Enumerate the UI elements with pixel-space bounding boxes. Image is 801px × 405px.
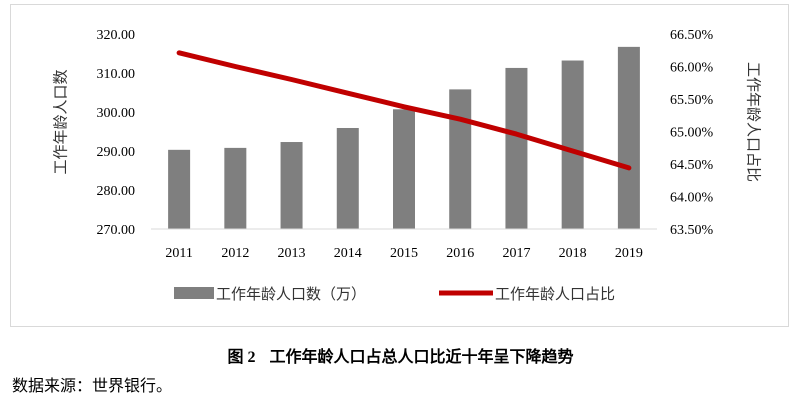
x-tick-label: 2016	[446, 246, 474, 261]
x-tick-label: 2011	[165, 246, 192, 261]
figure-caption-text: 工作年龄人口占总人口比近十年呈下降趋势	[269, 347, 574, 366]
left-tick-label: 290.00	[97, 145, 136, 160]
figure-caption: 图 2 工作年龄人口占总人口比近十年呈下降趋势	[0, 343, 801, 367]
bar-2019	[617, 46, 640, 230]
bar-2017	[505, 67, 528, 230]
right-tick-label: 65.00%	[670, 126, 714, 141]
bar-2018	[561, 60, 584, 229]
right-tick-label: 65.50%	[670, 93, 714, 108]
right-tick-label: 64.00%	[670, 191, 714, 206]
left-tick-label: 280.00	[97, 184, 136, 199]
figure-number: 图 2	[227, 349, 256, 366]
chart-svg: 270.00 280.00 290.00 300.00 310.00 320.00 63.…	[52, 28, 763, 303]
x-tick-label: 2012	[221, 246, 249, 261]
x-tick-label: 2018	[559, 246, 587, 261]
bar-series	[168, 46, 640, 230]
right-tick-label: 64.50%	[670, 158, 714, 173]
x-axis-ticks: 2011 2012 2013 2014 2015 2016 2017 2018 2019	[165, 246, 643, 261]
right-tick-label: 66.00%	[670, 61, 714, 76]
legend-bar-swatch	[174, 287, 214, 299]
x-tick-label: 2013	[278, 246, 306, 261]
right-axis-title: 工作年龄人口占比	[745, 62, 763, 182]
legend: 工作年龄人口数（万） 工作年龄人口占比	[174, 285, 615, 303]
x-tick-label: 2014	[334, 246, 362, 261]
chart-frame: 270.00 280.00 290.00 300.00 310.00 320.00 63.…	[10, 4, 789, 327]
bar-2013	[280, 142, 303, 229]
bar-2011	[168, 149, 191, 229]
data-source-note: 数据来源：世界银行。	[12, 376, 173, 395]
x-tick-label: 2017	[502, 246, 530, 261]
right-tick-label: 63.50%	[670, 223, 714, 238]
line-series	[176, 50, 632, 171]
left-tick-label: 310.00	[97, 67, 136, 82]
right-axis-ticks: 63.50% 64.00% 64.50% 65.00% 65.50% 66.00% 66.5…	[670, 28, 714, 238]
bar-2014	[336, 127, 359, 229]
legend-line-label: 工作年龄人口占比	[495, 285, 615, 303]
bar-2015	[393, 109, 415, 229]
bar-2016	[449, 89, 472, 229]
left-tick-label: 270.00	[97, 223, 136, 238]
right-tick-label: 66.50%	[670, 28, 714, 43]
left-axis-ticks: 270.00 280.00 290.00 300.00 310.00 320.00	[97, 28, 136, 238]
bar-2012	[224, 147, 247, 229]
left-tick-label: 320.00	[97, 28, 136, 43]
x-tick-label: 2019	[615, 246, 643, 261]
left-axis-title: 工作年龄人口数	[52, 69, 70, 174]
left-tick-label: 300.00	[97, 106, 136, 121]
legend-bar-label: 工作年龄人口数（万）	[216, 285, 366, 303]
x-tick-label: 2015	[390, 246, 418, 261]
